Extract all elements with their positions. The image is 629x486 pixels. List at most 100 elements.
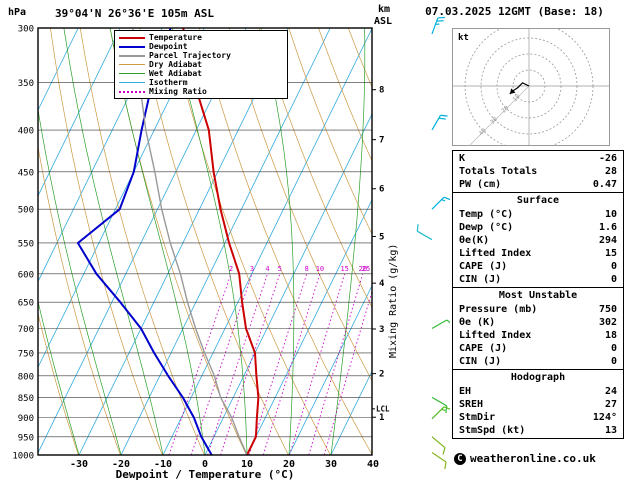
mixing-ratio-value-label: 20 — [359, 265, 367, 273]
legend-swatch-temperature — [119, 36, 145, 39]
stats-section-header: Hodograph — [510, 372, 566, 383]
wind-barb — [416, 224, 433, 241]
temperature-curve — [182, 28, 260, 455]
parcel-trajectory-curve — [132, 28, 248, 455]
temperature-tick-label: -20 — [112, 459, 130, 470]
stats-row-temp-c: Temp (°C) 10 — [453, 208, 623, 221]
legend-item-wet-adiabat: Wet Adiabat — [119, 69, 283, 78]
temperature-tick-label: 10 — [241, 459, 253, 470]
mixing-ratio-value-label: 4 — [265, 265, 269, 273]
legend-label: Parcel Trajectory — [149, 51, 231, 60]
km-tick-label: 5 — [379, 232, 384, 242]
isotherm-line — [38, 28, 121, 197]
mixing-ratio-axis-title: Mixing Ratio (g/kg) — [388, 243, 399, 358]
km-tick-label: 1 — [379, 413, 384, 423]
mixing-ratio-line — [207, 273, 268, 455]
isotherm-line — [38, 28, 79, 112]
stats-key: Pressure (mb) — [459, 304, 538, 315]
stats-key: K — [459, 153, 466, 164]
altitude-axis-unit-km: km — [378, 4, 391, 15]
pressure-tick-label: 700 — [18, 325, 34, 335]
temperature-tick-label: 0 — [202, 459, 208, 470]
pressure-tick-label: 450 — [18, 168, 34, 178]
dry-adiabat-line — [347, 28, 372, 89]
stats-key: Lifted Index — [459, 248, 532, 259]
stats-key: Dewp (°C) — [459, 222, 514, 233]
km-tick-label: 8 — [379, 86, 384, 96]
stats-section-hodograph: Hodograph EH 24 SREH 27 StmDir 124° StmSpd (kt)… — [453, 369, 623, 438]
dry-adiabat-line — [318, 28, 372, 162]
wind-barb — [431, 436, 446, 455]
legend-label: Dewpoint — [149, 42, 188, 51]
wet-adiabat-line — [38, 107, 122, 455]
station-title: 39°04'N 26°36'E 105m ASL — [55, 7, 214, 20]
stats-row-sreh: SREH 27 — [453, 398, 623, 411]
hodograph-ring — [480, 37, 578, 135]
hodograph-ring — [464, 28, 594, 146]
dry-adiabat-line — [408, 28, 450, 455]
stats-row-totals-totals: Totals Totals 28 — [453, 165, 623, 178]
km-tick-label: 2 — [379, 370, 384, 380]
wet-adiabat-line — [330, 28, 366, 455]
temperature-tick-label: -10 — [154, 459, 172, 470]
wind-barb — [431, 196, 450, 210]
stats-value: -26 — [598, 153, 617, 164]
stats-key: θe(K) — [459, 235, 490, 246]
legend-swatch-mixing-ratio — [119, 90, 145, 93]
wind-barb — [431, 406, 450, 420]
stats-key: CIN (J) — [459, 356, 502, 367]
hodograph-storm-arrow — [509, 88, 516, 94]
stats-row-stmdir: StmDir 124° — [453, 411, 623, 424]
legend-swatch-isotherm — [119, 82, 145, 83]
pressure-tick-label: 1000 — [12, 452, 34, 462]
wet-adiabat-line — [38, 300, 80, 455]
stats-value: 13 — [604, 425, 617, 436]
altitude-axis-unit-asl: ASL — [374, 16, 393, 27]
wind-barb — [431, 16, 445, 35]
temperature-tick-label: 30 — [325, 459, 337, 470]
pressure-tick-label: 300 — [18, 25, 34, 35]
pressure-tick-label: 900 — [18, 414, 34, 424]
stats-key: StmSpd (kt) — [459, 425, 526, 436]
mixing-ratio-value-label: 8 — [305, 265, 309, 273]
stats-row-k: K -26 — [453, 152, 623, 165]
copyright: C weatheronline.co.uk — [452, 452, 626, 465]
stats-key: Totals Totals — [459, 166, 538, 177]
pressure-axis-unit: hPa — [8, 7, 27, 18]
mixing-ratio-value-label: 15 — [340, 265, 348, 273]
copyright-text: weatheronline.co.uk — [470, 452, 596, 465]
stats-value: 24 — [604, 386, 617, 397]
stats-section-indices: K -26 Totals Totals 28 PW (cm) 0.47 — [453, 151, 623, 192]
stats-key: CIN (J) — [459, 274, 502, 285]
stats-row-cape-j: CAPE (J) 0 — [453, 342, 623, 355]
km-tick-label: 4 — [379, 279, 385, 289]
stats-value: 0.47 — [592, 179, 617, 190]
stats-value: 302 — [598, 317, 617, 328]
skewt-chart: 2 3 4 5 8 10 15 2025300350400450500550600650700… — [12, 16, 450, 470]
legend-item-isotherm: Isotherm — [119, 78, 283, 87]
stats-row-cin-j: CIN (J) 0 — [453, 273, 623, 286]
legend-item-mixing-ratio: Mixing Ratio — [119, 87, 283, 96]
pressure-tick-label: 350 — [18, 79, 34, 89]
legend-swatch-parcel-trajectory — [119, 54, 145, 57]
stats-key: CAPE (J) — [459, 261, 508, 272]
hodograph-ring — [496, 53, 562, 119]
dry-adiabat-line — [38, 312, 79, 455]
copyright-icon: C — [454, 452, 466, 465]
pressure-tick-label: 550 — [18, 239, 34, 249]
stats-value: 0 — [610, 343, 617, 354]
isotherm-line — [330, 370, 372, 455]
stats-row-eh: EH 24 — [453, 385, 623, 398]
stats-row-lifted-index: Lifted Index 15 — [453, 247, 623, 260]
legend-label: Wet Adiabat — [149, 69, 202, 78]
run-date-title: 07.03.2025 12GMT (Base: 18) — [425, 5, 604, 18]
stats-value: 15 — [604, 248, 617, 259]
legend-label: Temperature — [149, 33, 202, 42]
hodograph-frame — [452, 28, 610, 146]
stats-row-stmspd-kt: StmSpd (kt) 13 — [453, 424, 623, 437]
stats-value: 0 — [610, 274, 617, 285]
x-axis-title: Dewpoint / Temperature (°C) — [115, 468, 295, 481]
mixing-ratio-line — [323, 289, 372, 455]
stats-value: 1.6 — [598, 222, 617, 233]
stats-key: Lifted Index — [459, 330, 532, 341]
